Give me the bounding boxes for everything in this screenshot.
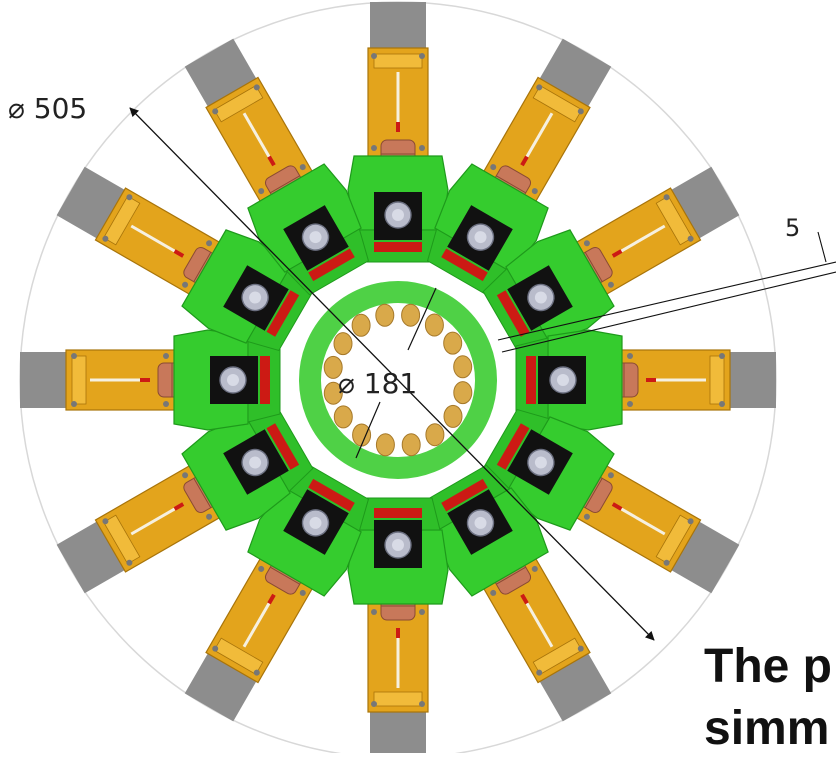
arm-rod-tip xyxy=(646,378,656,382)
bolt xyxy=(536,669,543,676)
caption-line-2: simm xyxy=(704,702,830,755)
bolt xyxy=(663,194,670,201)
bolt xyxy=(71,401,77,407)
detector-module xyxy=(20,329,281,431)
bolt xyxy=(577,645,584,652)
orange-arm-plate xyxy=(655,195,693,246)
bolt xyxy=(719,401,725,407)
inner-bump xyxy=(401,303,421,327)
gray-end-cap xyxy=(370,2,426,54)
bolt xyxy=(212,645,219,652)
inner-diameter-leader-2 xyxy=(355,401,381,459)
gap-dimension-label: 5 xyxy=(785,214,800,242)
red-strip xyxy=(260,356,270,404)
silver-knob-center xyxy=(557,374,569,386)
inner-bump xyxy=(375,303,395,327)
bolt xyxy=(163,353,169,359)
inner-bump xyxy=(424,313,444,337)
detector-module xyxy=(515,329,776,431)
red-strip xyxy=(526,356,536,404)
bolt xyxy=(627,353,633,359)
red-strip xyxy=(374,508,422,518)
orange-arm-plate xyxy=(655,514,693,565)
inner-bump xyxy=(453,381,473,405)
bolt xyxy=(371,145,377,151)
bolt xyxy=(687,518,694,525)
bolt xyxy=(627,401,633,407)
inner-bump xyxy=(443,404,463,428)
orange-arm-plate xyxy=(373,53,423,69)
inner-bump xyxy=(401,433,421,457)
bolt xyxy=(371,609,377,615)
silver-knob-center xyxy=(392,209,404,221)
bolt xyxy=(419,145,425,151)
gray-end-cap xyxy=(724,352,776,408)
arm-rod-tip xyxy=(396,122,400,132)
inner-bump xyxy=(375,433,395,457)
orange-arm-plate xyxy=(213,637,264,675)
inner-diameter-label: ⌀ 181 xyxy=(338,367,417,400)
detector-module xyxy=(347,2,449,263)
bolt xyxy=(663,559,670,566)
caption-text: The p simm xyxy=(704,636,836,760)
orange-arm-plate xyxy=(532,637,583,675)
bolt xyxy=(419,701,425,707)
bolt xyxy=(687,235,694,242)
arm-rod-tip xyxy=(140,378,150,382)
bolt xyxy=(253,669,260,676)
outer-diameter-line xyxy=(129,107,655,641)
bolt xyxy=(419,609,425,615)
inner-bump xyxy=(425,423,445,447)
inner-bump xyxy=(351,313,371,337)
gray-end-cap xyxy=(20,352,72,408)
bolt xyxy=(253,84,260,91)
bolt xyxy=(163,401,169,407)
arm-rod-tip xyxy=(396,628,400,638)
silver-knob-center xyxy=(392,539,404,551)
gap-dimension-tick xyxy=(817,231,827,263)
inner-bump xyxy=(443,331,463,355)
gap-dimension-line-1 xyxy=(497,261,836,341)
orange-arm-plate xyxy=(709,355,725,405)
inner-diameter-leader xyxy=(407,287,437,351)
detector-module xyxy=(347,497,449,753)
red-strip xyxy=(374,242,422,252)
bolt xyxy=(71,353,77,359)
gap-dimension-line-2 xyxy=(501,271,836,353)
bolt xyxy=(371,53,377,59)
bolt xyxy=(719,353,725,359)
gray-end-cap xyxy=(370,706,426,753)
bolt xyxy=(371,701,377,707)
caption-line-1: The p xyxy=(704,640,832,693)
orange-arm-plate xyxy=(373,691,423,707)
outer-diameter-label: ⌀ 505 xyxy=(8,92,87,125)
bolt xyxy=(536,84,543,91)
inner-bump xyxy=(333,332,353,356)
inner-bump xyxy=(453,355,473,379)
inner-bump xyxy=(352,423,372,447)
bolt xyxy=(102,235,109,242)
bolt xyxy=(419,53,425,59)
inner-bump xyxy=(333,405,353,429)
bolt xyxy=(102,518,109,525)
silver-knob-center xyxy=(227,374,239,386)
orange-arm-plate xyxy=(71,355,87,405)
